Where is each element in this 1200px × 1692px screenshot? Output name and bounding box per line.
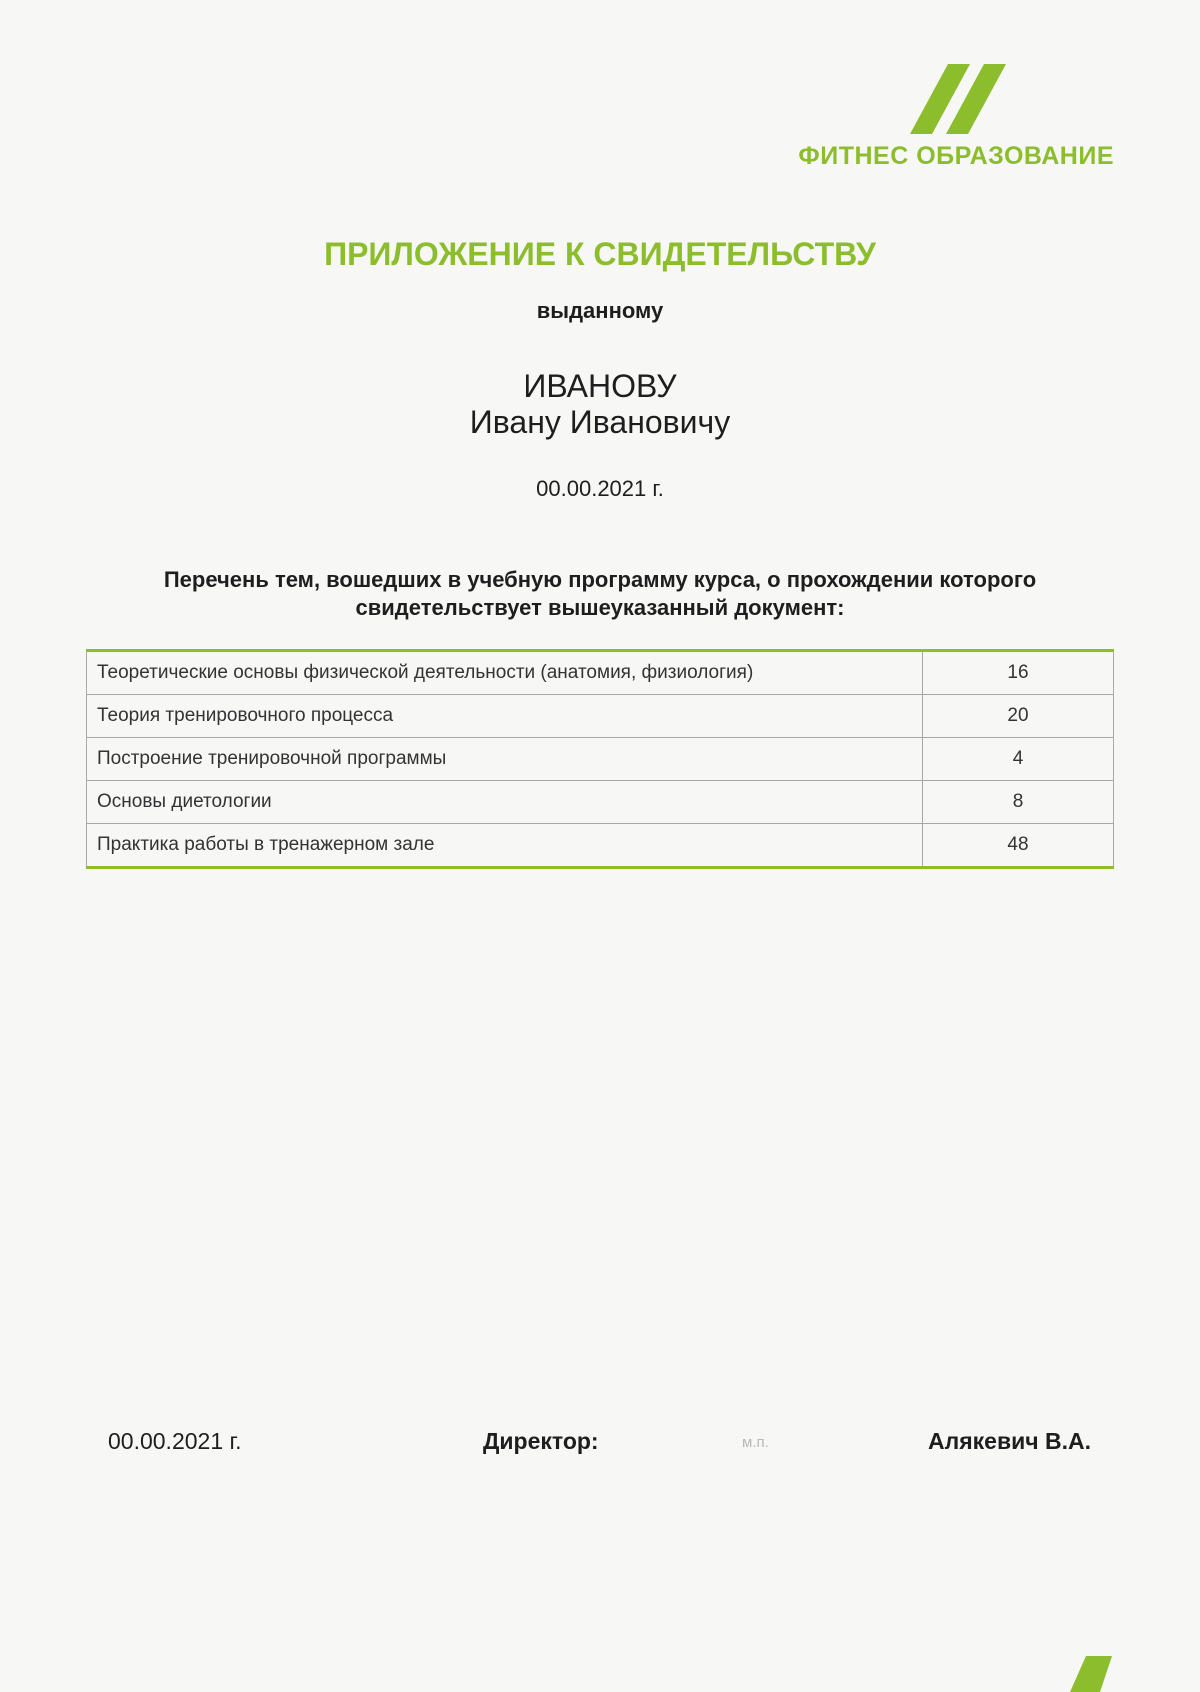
table-row: Основы диетологии 8 [86, 780, 1114, 824]
intro-line-2: свидетельствует вышеуказанный документ: [355, 595, 845, 620]
topic-name: Теоретические основы физической деятельн… [86, 650, 923, 695]
document-title: ПРИЛОЖЕНИЕ К СВИДЕТЕЛЬСТВУ [324, 236, 876, 272]
stamp-label: м.п. [742, 1434, 769, 1451]
topics-table: Теоретические основы физической деятельн… [86, 649, 1114, 869]
recipient-surname: ИВАНОВУ [523, 368, 677, 404]
topic-name: Построение тренировочной программы [86, 737, 923, 781]
topic-hours: 16 [922, 650, 1114, 695]
brand-name: ФИТНЕС ОБРАЗОВАНИЕ [798, 142, 1114, 170]
issue-date: 00.00.2021 г. [536, 476, 664, 501]
topic-hours: 8 [922, 780, 1114, 824]
topic-hours: 4 [922, 737, 1114, 781]
table-row: Теоретические основы физической деятельн… [86, 650, 1114, 695]
issued-to-label: выданному [536, 298, 664, 323]
logo-icon [910, 64, 1006, 134]
footer-date: 00.00.2021 г. [108, 1428, 242, 1454]
topic-hours: 48 [922, 823, 1114, 868]
corner-slash-icon [1070, 1656, 1112, 1692]
director-label: Директор: [483, 1428, 599, 1454]
table-row: Теория тренировочного процесса 20 [86, 694, 1114, 738]
topic-name: Теория тренировочного процесса [86, 694, 923, 738]
table-row: Практика работы в тренажерном зале 48 [86, 823, 1114, 868]
topic-name: Основы диетологии [86, 780, 923, 824]
intro-line-1: Перечень тем, вошедших в учебную програм… [163, 567, 1037, 592]
topic-name: Практика работы в тренажерном зале [86, 823, 923, 868]
recipient-given-names: Ивану Ивановичу [469, 404, 731, 440]
intro-text: Перечень тем, вошедших в учебную програм… [0, 566, 1200, 622]
table-row: Построение тренировочной программы 4 [86, 737, 1114, 781]
topic-hours: 20 [922, 694, 1114, 738]
director-name: Алякевич В.А. [928, 1428, 1091, 1454]
